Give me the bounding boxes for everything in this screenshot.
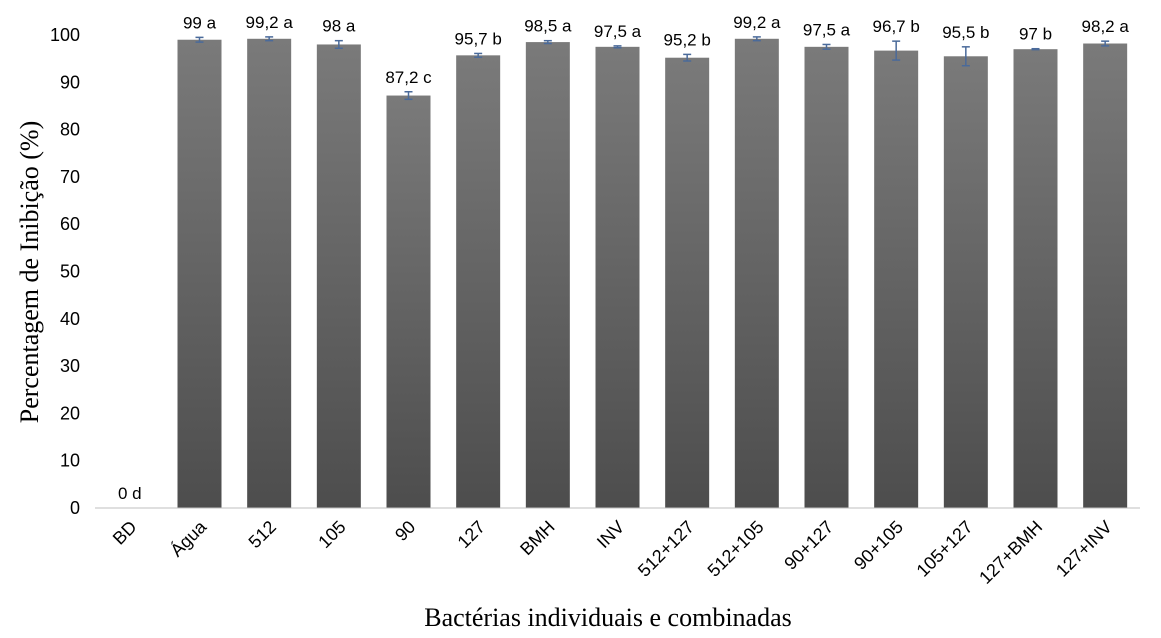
data-label: 99,2 a <box>246 13 294 32</box>
y-axis-title: Percentagem de Inibição (%) <box>15 121 44 423</box>
bar <box>177 39 222 508</box>
data-labels: 0 d 99 a 99,2 a 98 a 87,2 c 95,7 b 98,5 a 97,5 … <box>118 13 1129 503</box>
y-axis-ticks: 0 10 20 30 40 50 60 70 80 90 100 <box>50 25 80 518</box>
error-bars <box>195 36 1110 101</box>
y-tick-label: 30 <box>60 356 80 376</box>
x-tick-label: 105+127 <box>913 517 977 581</box>
x-axis-ticks: BD Água 512 105 90 127 BMH INV 512+127 512+105 90+… <box>109 516 1116 588</box>
x-tick-label: 90+105 <box>850 517 907 574</box>
bar <box>804 46 849 508</box>
bar <box>943 56 988 508</box>
data-label: 0 d <box>118 484 142 503</box>
y-tick-label: 20 <box>60 403 80 423</box>
data-label: 98 a <box>322 17 356 36</box>
x-tick-label: 512+127 <box>634 517 698 581</box>
bar <box>316 44 361 509</box>
bar <box>874 50 919 508</box>
x-tick-label: 512+105 <box>704 517 768 581</box>
bar <box>665 57 710 508</box>
bar <box>456 55 501 509</box>
x-tick-label: 105 <box>314 517 349 552</box>
y-tick-label: 10 <box>60 451 80 471</box>
y-tick-label: 100 <box>50 25 80 45</box>
x-tick-label: BMH <box>516 517 558 559</box>
data-label: 99 a <box>183 13 217 32</box>
x-tick-label: 90 <box>391 517 419 545</box>
y-tick-label: 60 <box>60 214 80 234</box>
x-tick-label: BD <box>109 517 141 549</box>
data-label: 98,5 a <box>524 17 572 36</box>
data-label: 97,5 a <box>594 22 642 41</box>
x-axis-title: Bactérias individuais e combinadas <box>424 603 792 632</box>
data-label: 95,7 b <box>455 29 502 48</box>
data-label: 95,2 b <box>664 30 711 49</box>
data-label: 97 b <box>1019 25 1052 44</box>
y-tick-label: 70 <box>60 167 80 187</box>
data-label: 99,2 a <box>733 13 781 32</box>
x-tick-label: Água <box>166 516 211 561</box>
data-label: 95,5 b <box>942 23 989 42</box>
bar <box>595 46 640 508</box>
x-tick-label: 127 <box>454 517 489 552</box>
x-tick-label: INV <box>593 517 628 552</box>
y-tick-label: 0 <box>70 498 80 518</box>
x-tick-label: 90+127 <box>780 517 837 574</box>
bar <box>525 42 570 508</box>
bar <box>734 38 779 509</box>
x-tick-label: 512 <box>245 517 280 552</box>
data-label: 98,2 a <box>1082 17 1130 36</box>
data-label: 96,7 b <box>873 17 920 36</box>
bar <box>1013 49 1058 508</box>
x-tick-label: 127+INV <box>1052 517 1116 581</box>
y-tick-label: 90 <box>60 72 80 92</box>
y-tick-label: 80 <box>60 120 80 140</box>
bar <box>1083 43 1128 508</box>
data-label: 87,2 c <box>385 68 432 87</box>
y-tick-label: 50 <box>60 262 80 282</box>
data-label: 97,5 a <box>803 20 851 39</box>
y-tick-label: 40 <box>60 309 80 329</box>
bar <box>247 38 292 509</box>
x-tick-label: 127+BMH <box>975 517 1046 588</box>
bars <box>177 38 1128 509</box>
bar <box>386 95 431 508</box>
